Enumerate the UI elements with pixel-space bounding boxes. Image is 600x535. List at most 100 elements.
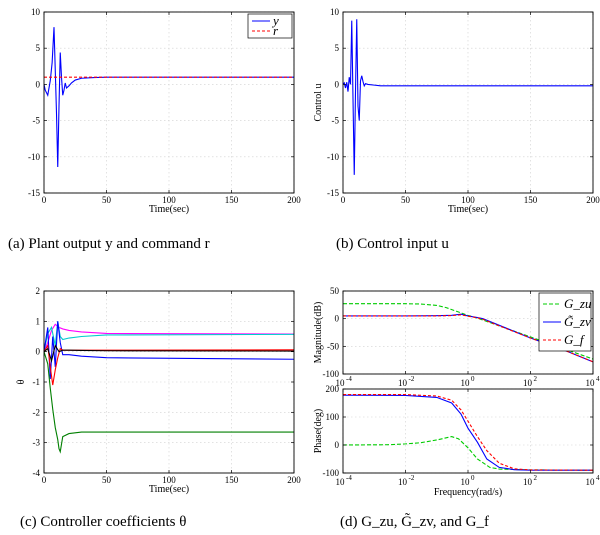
y-tick-label: 10 [31, 7, 41, 17]
y-axis-label: θ [16, 379, 27, 384]
x-tick-exponent: 2 [534, 474, 538, 482]
x-tick-label: 150 [225, 195, 239, 205]
x-tick-label: 10 [523, 477, 533, 487]
caption-c: (c) Controller coefficients θ [20, 514, 186, 530]
x-tick-exponent: 4 [596, 375, 600, 383]
x-tick-label: 10 [336, 477, 346, 487]
y-tick-label: 200 [326, 384, 340, 394]
legend: G_zu G̃_zv G_f [538, 292, 592, 352]
panel-a-plot: 0 50 100 150 200 -15 -10 -5 0 5 10 Time(sec) yr [28, 7, 301, 215]
x-tick-label: 10 [336, 378, 346, 388]
x-tick-exponent: -4 [346, 474, 352, 482]
x-tick-label: 200 [586, 195, 600, 205]
x-tick-label: 0 [42, 195, 47, 205]
x-axis-label: Time(sec) [448, 204, 488, 215]
series-line-1 [343, 19, 593, 175]
y-tick-label: 1 [36, 316, 41, 326]
y-axis-label: Magnitude(dB) [313, 302, 324, 364]
x-tick-label: 150 [225, 475, 239, 485]
y-tick-label: 5 [335, 43, 340, 53]
y-tick-label: 0 [335, 314, 340, 324]
panel-d-magnitude-plot: 10 -4 10 -2 10 0 10 2 10 4-100-50050Magnitude(dB)… [313, 286, 600, 388]
series-line-gzv [343, 394, 593, 471]
caption-d: (d) G_zu, G̃_zv, and G_f [340, 513, 489, 530]
x-tick-label: 10 [586, 378, 596, 388]
x-tick-label: 10 [523, 378, 533, 388]
y-tick-label: -10 [28, 152, 40, 162]
y-tick-label: -15 [327, 188, 339, 198]
series-line-2 [44, 321, 294, 352]
x-tick-exponent: 2 [534, 375, 538, 383]
y-tick-label: 0 [36, 79, 41, 89]
series-line-3 [44, 321, 294, 380]
legend-label: G_zu [564, 296, 592, 311]
panel-d-phase-plot: 10 -4 10 -2 10 0 10 2 10 4-1000100200Frequency(ra… [313, 384, 600, 498]
y-axis-label: Control u [313, 83, 324, 121]
x-tick-label: 100 [162, 195, 176, 205]
legend-label: G̃_zv [564, 314, 591, 329]
y-tick-label: -2 [33, 407, 41, 417]
x-tick-label: 100 [461, 195, 475, 205]
x-tick-label: 0 [341, 195, 346, 205]
y-tick-label: -15 [28, 188, 40, 198]
panel-b-plot: 0 50 100 150 200 -15 -10 -5 0 5 10 Time(sec) Control… [313, 7, 600, 215]
x-tick-exponent: -2 [409, 474, 415, 482]
y-tick-label: 0 [335, 440, 340, 450]
caption-a: (a) Plant output y and command r [8, 236, 210, 252]
legend-label: y [271, 13, 279, 28]
y-tick-label: -5 [332, 116, 340, 126]
x-tick-label: 50 [401, 195, 411, 205]
x-tick-label: 100 [162, 475, 176, 485]
x-tick-label: 10 [398, 477, 408, 487]
y-tick-label: 5 [36, 43, 41, 53]
y-tick-label: -100 [323, 468, 340, 478]
plot-area [44, 12, 294, 193]
y-tick-label: -5 [33, 116, 41, 126]
y-tick-label: -50 [327, 341, 339, 351]
series-line-6 [44, 351, 294, 454]
x-tick-label: 200 [287, 475, 301, 485]
x-axis-label: Frequency(rad/s) [434, 487, 502, 498]
series-line-gzu [343, 303, 593, 360]
x-tick-label: 10 [461, 378, 471, 388]
series-line-5 [44, 344, 294, 363]
x-tick-exponent: 0 [471, 474, 475, 482]
x-tick-label: 150 [524, 195, 538, 205]
y-tick-label: 100 [326, 412, 340, 422]
x-tick-label: 10 [461, 477, 471, 487]
y-tick-label: 0 [36, 347, 41, 357]
series-line-gf [343, 394, 593, 471]
x-tick-label: 50 [102, 195, 112, 205]
y-tick-label: 50 [330, 286, 340, 296]
x-tick-label: 10 [586, 477, 596, 487]
y-tick-label: -1 [33, 377, 41, 387]
legend: yr [247, 13, 293, 39]
x-axis-label: Time(sec) [149, 204, 189, 215]
x-tick-exponent: -2 [409, 375, 415, 383]
x-axis-label: Time(sec) [149, 484, 189, 495]
series-line-1 [44, 323, 294, 352]
y-tick-label: -10 [327, 152, 339, 162]
x-tick-exponent: 4 [596, 474, 600, 482]
y-tick-label: -100 [323, 369, 340, 379]
legend-label: G_f [564, 332, 586, 347]
plot-area [343, 389, 593, 473]
x-tick-label: 0 [42, 475, 47, 485]
legend-label: r [273, 23, 279, 38]
series-line-gf [343, 314, 593, 363]
x-tick-label: 50 [102, 475, 112, 485]
y-axis-label: Phase(deg) [313, 409, 324, 453]
y-tick-label: -3 [33, 438, 41, 448]
legend-box [247, 13, 293, 39]
y-tick-label: 0 [335, 79, 340, 89]
y-tick-label: 2 [36, 286, 41, 296]
x-tick-label: 10 [398, 378, 408, 388]
plot-area [343, 12, 593, 193]
y-tick-label: -4 [33, 468, 41, 478]
series-line-gzu [343, 436, 593, 471]
caption-b: (b) Control input u [336, 236, 449, 252]
x-tick-exponent: 0 [471, 375, 475, 383]
x-tick-label: 200 [287, 195, 301, 205]
panel-c-plot: 0 50 100 150 200 -4 -3 -2 -1 0 1 2 Time(sec) θ [16, 286, 301, 495]
